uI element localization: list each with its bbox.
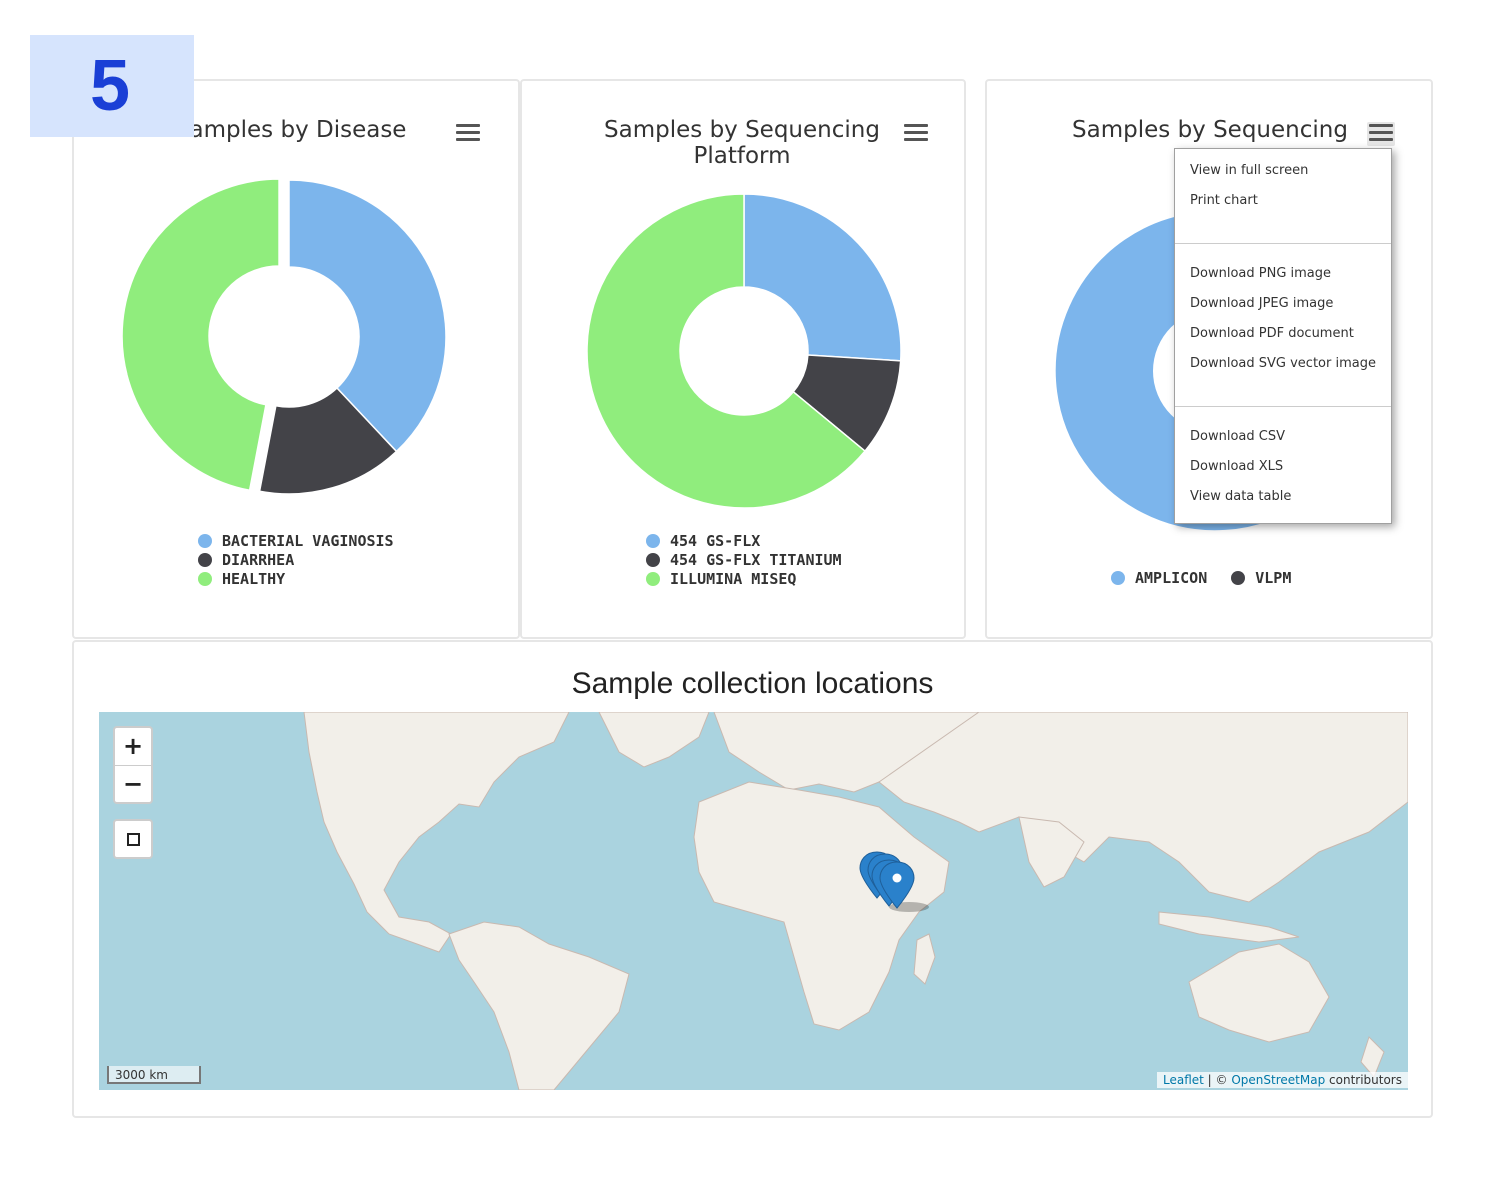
legend-label: ILLUMINA MISEQ (670, 569, 797, 588)
legend-item[interactable]: AMPLICON (1111, 568, 1207, 587)
legend-label: BACTERIAL VAGINOSIS (222, 531, 394, 550)
madagascar-landmass (913, 933, 936, 985)
leaflet-link[interactable]: Leaflet (1163, 1073, 1204, 1087)
india-landmass (1018, 816, 1085, 888)
chart-menu-icon[interactable] (456, 124, 480, 144)
chart-menu-icon[interactable] (904, 124, 928, 144)
chart-export-menu: View in full screen Print chart Download… (1174, 148, 1392, 524)
chart-title-line: Samples by Sequencing (604, 117, 880, 143)
menu-item-download-png[interactable]: Download PNG image (1190, 266, 1332, 281)
donut-slice-bacterial-vaginosis[interactable] (288, 179, 447, 453)
square-icon (126, 832, 140, 846)
legend-label: DIARRHEA (222, 550, 295, 569)
menu-separator (1175, 406, 1391, 407)
legend-item[interactable]: 454 GS-FLX TITANIUM (646, 550, 842, 569)
donut-slice-healthy[interactable] (121, 178, 280, 492)
menu-item-download-svg[interactable]: Download SVG vector image (1190, 356, 1376, 371)
menu-item-print-chart[interactable]: Print chart (1190, 193, 1258, 208)
indonesia-landmass (1158, 911, 1300, 943)
menu-item-download-pdf[interactable]: Download PDF document (1190, 326, 1354, 341)
legend-dot-icon (646, 552, 660, 567)
chart-title: Samples by Sequencing (1072, 117, 1348, 143)
legend-item[interactable]: BACTERIAL VAGINOSIS (198, 531, 394, 550)
zoom-out-button[interactable]: − (115, 765, 151, 803)
sample-markers (859, 851, 929, 912)
legend-dot-icon (1231, 570, 1246, 585)
legend-item[interactable]: 454 GS-FLX (646, 531, 842, 550)
map-title: Sample collection locations (571, 667, 934, 700)
attribution-suffix: contributors (1325, 1073, 1402, 1087)
new-zealand-landmass (1360, 1036, 1385, 1078)
menu-item-view-data-table[interactable]: View data table (1190, 489, 1292, 504)
legend-label: HEALTHY (222, 569, 286, 588)
menu-item-download-jpeg[interactable]: Download JPEG image (1190, 296, 1334, 311)
attribution-separator: | © (1203, 1073, 1232, 1087)
legend-label: 454 GS-FLX TITANIUM (670, 550, 842, 569)
chart-legend: 454 GS-FLX 454 GS-FLX TITANIUM ILLUMINA … (646, 531, 842, 588)
platform-donut-chart (586, 193, 902, 509)
draw-rectangle-button[interactable] (113, 819, 153, 859)
map-panel: Sample collection locations (72, 640, 1433, 1118)
menu-separator (1175, 243, 1391, 244)
legend-label: AMPLICON (1135, 568, 1208, 587)
legend-item[interactable]: VLPM (1231, 568, 1291, 587)
north-america-landmass (303, 712, 570, 953)
platform-chart-panel: Samples by Sequencing Platform 454 GS-FL… (520, 79, 966, 639)
legend-label: 454 GS-FLX (670, 531, 761, 550)
legend-item[interactable]: DIARRHEA (198, 550, 394, 569)
zoom-in-button[interactable]: + (122, 732, 144, 760)
donut-slice-illumina-miseq[interactable] (586, 193, 867, 509)
map-marker-icon (879, 861, 915, 909)
chart-title: amples by Disease (189, 117, 407, 143)
chart-title: Samples by Sequencing Platform (572, 117, 912, 169)
menu-item-download-xls[interactable]: Download XLS (1190, 459, 1284, 474)
chart-menu-icon[interactable] (1367, 122, 1395, 146)
menu-item-download-csv[interactable]: Download CSV (1190, 429, 1285, 444)
legend-dot-icon (646, 533, 660, 548)
legend-item[interactable]: HEALTHY (198, 569, 394, 588)
legend-dot-icon (198, 533, 212, 548)
legend-dot-icon (198, 571, 212, 586)
legend-dot-icon (1111, 570, 1125, 585)
chart-title-line: Platform (693, 143, 791, 169)
donut-slice-diarrhea[interactable] (258, 386, 398, 495)
chart-legend: AMPLICON VLPM (1111, 568, 1291, 587)
australia-landmass (1188, 943, 1330, 1043)
map-scale-bar: 3000 km (107, 1066, 201, 1084)
south-america-landmass (448, 921, 630, 1090)
legend-dot-icon (646, 571, 660, 586)
legend-label: VLPM (1255, 568, 1292, 587)
legend-dot-icon (198, 552, 212, 567)
legend-item[interactable]: ILLUMINA MISEQ (646, 569, 842, 588)
disease-donut-chart (121, 178, 447, 495)
donut-slice-454-gs-flx[interactable] (743, 193, 902, 362)
map-attribution: Leaflet | © OpenStreetMap contributors (1157, 1072, 1408, 1088)
openstreetmap-link[interactable]: OpenStreetMap (1231, 1073, 1326, 1087)
world-map[interactable]: + − 3000 km Leaflet | © OpenStreetMap co… (99, 712, 1408, 1090)
map-tiles (303, 712, 1408, 1090)
disease-chart-panel: amples by Disease BACTERIAL VAGINOSIS DI… (72, 79, 520, 639)
step-number-badge: 5 (30, 35, 194, 137)
africa-landmass (693, 781, 950, 1031)
zoom-control: + − (113, 726, 153, 804)
chart-legend: BACTERIAL VAGINOSIS DIARRHEA HEALTHY (198, 531, 394, 588)
greenland-landmass (598, 712, 710, 768)
asia-landmass (878, 712, 1408, 903)
menu-item-view-full-screen[interactable]: View in full screen (1190, 163, 1309, 178)
